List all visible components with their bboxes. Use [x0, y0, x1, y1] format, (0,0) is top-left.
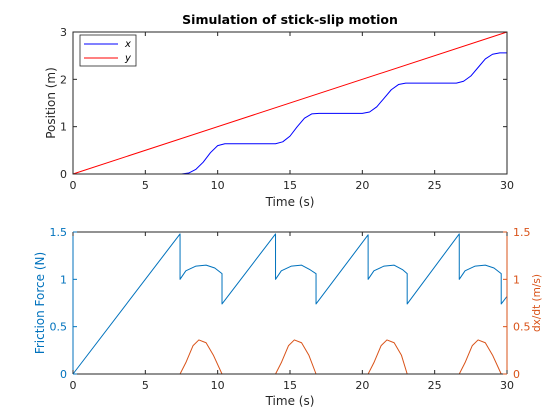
- legend-x-label: x: [124, 39, 131, 50]
- position-x-tick-label: 25: [428, 179, 442, 192]
- friction-x-tick-label: 30: [500, 379, 514, 392]
- friction-x-tick-label: 10: [211, 379, 225, 392]
- position-x-label: Time (s): [265, 195, 315, 209]
- friction-y-ticks-right: 0 0.5 1 1.5: [503, 226, 531, 381]
- friction-x-tick-label: 25: [428, 379, 442, 392]
- friction-y-tick-label: 1: [60, 273, 67, 286]
- position-x-tick-label: 5: [142, 179, 149, 192]
- position-y-label: Position (m): [44, 67, 58, 139]
- friction-lines: [72, 233, 508, 375]
- velocity-y-tick-label: 1: [513, 273, 520, 286]
- velocity-y-tick-label: 1.5: [513, 226, 531, 239]
- position-y-tick-label: 0: [60, 168, 67, 181]
- position-x-tick-label: 15: [283, 179, 297, 192]
- position-legend: x y: [79, 34, 137, 67]
- friction-y-tick-label: 0: [60, 368, 67, 381]
- friction-y-tick-label: 0.5: [50, 321, 68, 334]
- position-y-tick-label: 3: [60, 26, 67, 39]
- legend-y-label: y: [124, 53, 132, 64]
- velocity-y-label: dx/dt (m/s): [531, 274, 543, 332]
- friction-x-label: Time (s): [265, 394, 315, 408]
- friction-x-ticks: 0 5 10 15 20 25 30: [70, 232, 514, 392]
- position-y-tick-label: 2: [60, 73, 67, 86]
- position-x-tick-label: 30: [500, 179, 514, 192]
- position-x-tick-label: 20: [355, 179, 369, 192]
- friction-x-tick-label: 0: [70, 379, 77, 392]
- legend-box: [79, 34, 137, 67]
- friction-x-tick-label: 5: [142, 379, 149, 392]
- series-line-0: [73, 52, 507, 175]
- position-x-tick-label: 10: [211, 179, 225, 192]
- position-x-tick-label: 0: [70, 179, 77, 192]
- friction-subplot: 0 5 10 15 20 25 30 00.511.5 00.511.5 Time (s) …: [33, 226, 543, 408]
- position-x-ticks: 0 5 10 15 20 25 30: [70, 32, 514, 192]
- friction-y-tick-label: 1.5: [50, 226, 68, 239]
- velocity-y-tick-label: 0: [513, 368, 520, 381]
- series-line-1: [72, 31, 508, 175]
- friction-x-tick-label: 20: [355, 379, 369, 392]
- friction-x-tick-label: 15: [283, 379, 297, 392]
- position-lines: [72, 31, 508, 175]
- velocity-y-tick-label: 0.5: [513, 321, 531, 334]
- series-line-1: [73, 339, 507, 375]
- position-y-ticks: 0 1 2 3: [60, 26, 507, 181]
- position-subplot: Simulation of stick-slip motion 0 5 10 15 20…: [44, 12, 514, 209]
- position-y-tick-label: 1: [60, 121, 67, 134]
- series-line-0: [72, 233, 508, 375]
- chart-title: Simulation of stick-slip motion: [182, 12, 398, 27]
- friction-y-ticks-left: 0 0.5 1 1.5: [50, 226, 77, 381]
- friction-y-label: Friction Force (N): [33, 252, 47, 354]
